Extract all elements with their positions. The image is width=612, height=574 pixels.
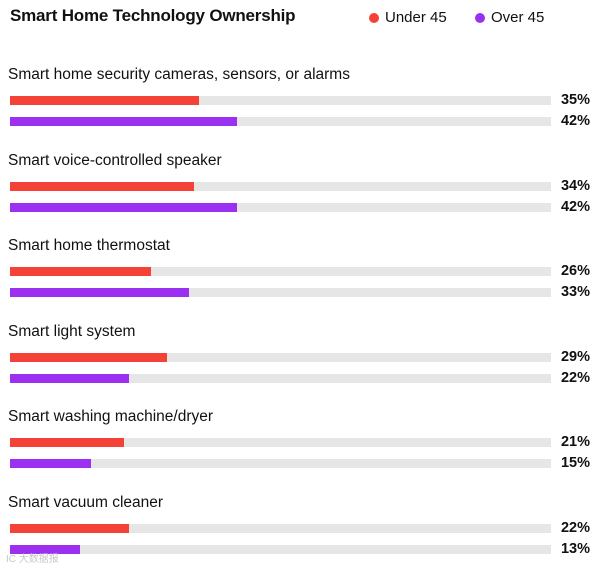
bar — [10, 544, 81, 554]
category-label: Smart home thermostat — [8, 237, 170, 254]
category-label: Smart light system — [8, 322, 136, 340]
data-label: 35% — [560, 92, 590, 108]
bar-track — [10, 96, 551, 105]
legend-item-under-45: Under 45 — [369, 9, 447, 26]
bar-track — [10, 267, 551, 276]
legend-dot-icon-under-45 — [369, 12, 379, 23]
bar-track — [10, 523, 551, 533]
watermark: IC 大数据报 — [6, 554, 59, 565]
bar — [10, 459, 92, 468]
legend-dot-icon-over-45 — [475, 12, 485, 23]
bar — [10, 523, 130, 533]
bar — [10, 117, 238, 126]
data-label: 21% — [560, 434, 590, 450]
category-group: Smart washing machine/dryer 21% 15% — [0, 408, 612, 488]
bar — [10, 373, 130, 383]
bar-track — [10, 544, 551, 554]
bar-track — [10, 288, 551, 297]
bar-track — [10, 117, 551, 126]
category-label: Smart washing machine/dryer — [8, 408, 214, 425]
bar-track — [10, 438, 551, 447]
category-label: Smart home security cameras, sensors, or… — [8, 66, 350, 83]
category-group: Smart light system 29% 22% — [0, 323, 612, 403]
legend-label-under-45: Under 45 — [385, 9, 447, 26]
legend-item-over-45: Over 45 — [475, 9, 544, 26]
bar — [10, 438, 124, 447]
chart-title: Smart Home Technology Ownership — [10, 6, 296, 25]
data-label: 42% — [560, 198, 590, 215]
category-label: Smart voice-controlled speaker — [8, 151, 222, 169]
category-group: Smart voice-controlled speaker 34% 42% — [0, 152, 612, 232]
bar-track — [10, 181, 551, 191]
data-label: 34% — [560, 177, 590, 194]
bar — [10, 202, 238, 212]
data-label: 26% — [560, 263, 590, 279]
data-label: 15% — [560, 455, 590, 471]
data-label: 33% — [560, 284, 590, 300]
bar — [10, 352, 167, 362]
bar-track — [10, 373, 551, 383]
bar-track — [10, 202, 551, 212]
bar — [10, 96, 200, 105]
data-label: 42% — [560, 113, 590, 129]
data-label: 29% — [560, 348, 590, 365]
legend-label-over-45: Over 45 — [491, 9, 545, 26]
data-label: 22% — [560, 519, 590, 536]
bar — [10, 288, 189, 297]
category-group: Smart vacuum cleaner 22% 13% — [0, 494, 612, 574]
category-group: Smart home thermostat 26% 33% — [0, 237, 612, 317]
category-group: Smart home security cameras, sensors, or… — [0, 66, 612, 146]
data-label: 22% — [560, 369, 590, 386]
category-label: Smart vacuum cleaner — [8, 493, 164, 511]
bar — [10, 181, 194, 191]
bar — [10, 267, 151, 276]
bar-track — [10, 352, 551, 362]
data-label: 13% — [560, 540, 590, 557]
bar-track — [10, 459, 551, 468]
